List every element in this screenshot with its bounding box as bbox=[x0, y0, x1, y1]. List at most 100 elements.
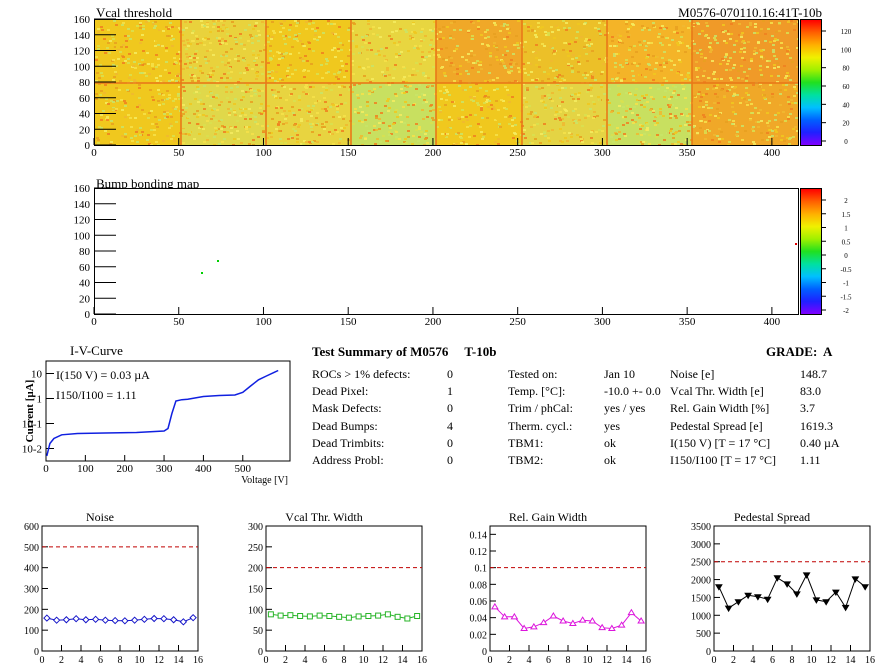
noise-speck bbox=[721, 58, 724, 60]
noise-speck bbox=[321, 108, 324, 110]
noise-speck bbox=[716, 108, 719, 110]
noise-speck bbox=[467, 73, 470, 75]
summary-value: 148.7 bbox=[800, 367, 827, 381]
noise-speck bbox=[363, 75, 366, 77]
noise-speck bbox=[309, 123, 312, 125]
noise-speck bbox=[631, 56, 634, 58]
noise-speck bbox=[157, 64, 160, 66]
noise-speck bbox=[680, 113, 683, 115]
noise-speck bbox=[294, 69, 297, 71]
noise-speck bbox=[322, 86, 325, 88]
noise-speck bbox=[740, 34, 743, 36]
noise-speck bbox=[308, 23, 311, 25]
noise-speck bbox=[327, 23, 330, 25]
noise-speck bbox=[590, 43, 593, 45]
tick-label: 10 bbox=[31, 369, 43, 381]
noise-speck bbox=[510, 59, 513, 61]
noise-speck bbox=[764, 40, 767, 42]
noise-speck bbox=[574, 120, 577, 122]
noise-speck bbox=[476, 90, 479, 92]
tick-label: 60 bbox=[79, 93, 91, 105]
summary-value: 0 bbox=[447, 367, 453, 381]
noise-speck bbox=[658, 144, 661, 145]
noise-speck bbox=[407, 124, 410, 126]
noise-speck bbox=[685, 108, 688, 110]
noise-speck bbox=[646, 101, 649, 103]
data-point bbox=[510, 612, 519, 620]
noise-speck bbox=[138, 84, 141, 86]
noise-speck bbox=[323, 97, 326, 99]
noise-speck bbox=[176, 53, 179, 55]
noise-speck bbox=[450, 107, 453, 109]
iv-annotation: I150/I100 = 1.11 bbox=[56, 388, 137, 402]
tick-label: 0.04 bbox=[470, 614, 488, 625]
noise-speck bbox=[681, 42, 684, 44]
noise-speck bbox=[155, 54, 158, 56]
tick-label: 1.5 bbox=[842, 211, 851, 219]
noise-speck bbox=[112, 64, 115, 66]
noise-speck bbox=[110, 100, 113, 102]
noise-speck bbox=[466, 126, 469, 128]
noise-speck bbox=[748, 99, 751, 101]
noise-speck bbox=[628, 47, 631, 49]
data-point bbox=[414, 613, 421, 619]
noise-speck bbox=[218, 37, 221, 39]
noise-speck bbox=[100, 127, 103, 129]
series-line bbox=[718, 573, 866, 609]
noise-speck bbox=[578, 55, 581, 57]
data-point bbox=[121, 617, 129, 625]
noise-speck bbox=[460, 137, 463, 139]
noise-speck bbox=[303, 45, 306, 47]
noise-speck bbox=[128, 103, 131, 105]
noise-speck bbox=[723, 40, 726, 42]
noise-speck bbox=[774, 38, 777, 40]
noise-speck bbox=[400, 88, 403, 90]
noise-speck bbox=[703, 70, 706, 72]
noise-speck bbox=[759, 30, 762, 32]
noise-speck bbox=[749, 22, 752, 24]
noise-speck bbox=[184, 21, 187, 23]
tick-label: 300 bbox=[594, 147, 611, 159]
noise-speck bbox=[738, 34, 741, 36]
noise-speck bbox=[371, 78, 374, 80]
noise-speck bbox=[636, 133, 639, 135]
data-point bbox=[861, 584, 870, 591]
noise-speck bbox=[528, 105, 531, 107]
noise-speck bbox=[209, 105, 212, 107]
noise-speck bbox=[686, 115, 689, 117]
noise-speck bbox=[439, 38, 442, 40]
noise-speck bbox=[278, 58, 281, 60]
noise-speck bbox=[155, 123, 158, 125]
noise-speck bbox=[411, 31, 414, 33]
noise-speck bbox=[654, 116, 657, 118]
noise-speck bbox=[321, 123, 324, 125]
noise-speck bbox=[453, 105, 456, 107]
noise-speck bbox=[231, 21, 234, 23]
noise-speck bbox=[228, 101, 231, 103]
noise-speck bbox=[535, 44, 538, 46]
noise-speck bbox=[142, 28, 145, 30]
noise-speck bbox=[275, 97, 278, 99]
noise-speck bbox=[648, 134, 651, 136]
noise-speck bbox=[252, 144, 255, 145]
noise-speck bbox=[592, 72, 595, 74]
noise-speck bbox=[556, 76, 559, 78]
noise-speck bbox=[245, 67, 248, 69]
noise-speck bbox=[755, 52, 758, 54]
noise-speck bbox=[329, 106, 332, 108]
noise-speck bbox=[97, 31, 100, 33]
noise-speck bbox=[795, 117, 798, 119]
noise-speck bbox=[211, 109, 214, 111]
noise-speck bbox=[585, 53, 588, 55]
noise-speck bbox=[561, 118, 564, 120]
noise-speck bbox=[124, 133, 127, 135]
noise-speck bbox=[338, 86, 341, 88]
noise-speck bbox=[647, 42, 650, 44]
noise-speck bbox=[669, 130, 672, 132]
noise-speck bbox=[373, 129, 376, 131]
noise-speck bbox=[157, 58, 160, 60]
noise-speck bbox=[639, 124, 642, 126]
noise-speck bbox=[276, 51, 279, 53]
noise-speck bbox=[444, 104, 447, 106]
